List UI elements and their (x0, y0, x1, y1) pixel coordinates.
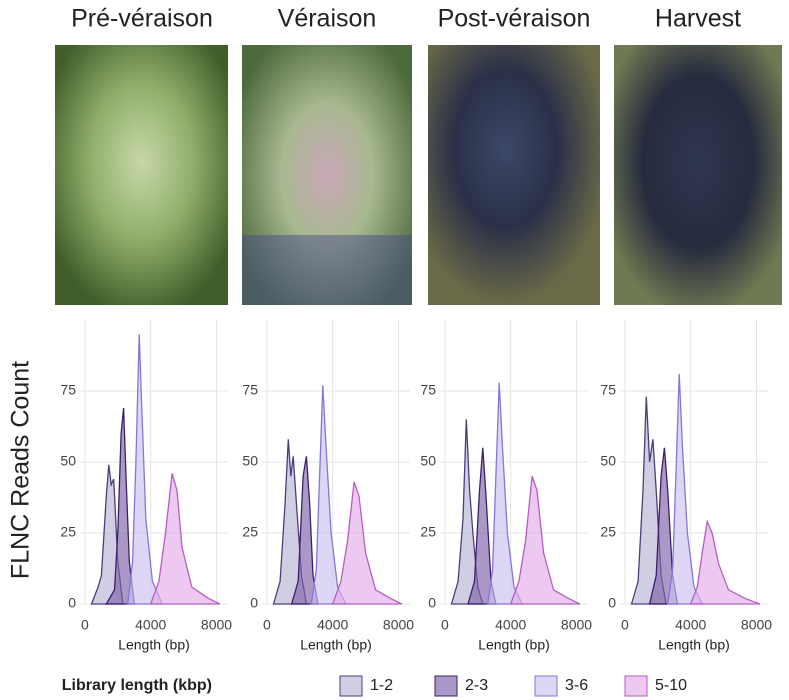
density-area (689, 519, 761, 605)
x-tick-label: 4000 (495, 617, 526, 633)
panel-title: Pré-véraison (71, 5, 213, 33)
y-tick-label: 0 (428, 595, 436, 611)
y-tick-label: 50 (60, 453, 76, 469)
photo (614, 45, 782, 305)
x-tick-label: 4000 (135, 617, 166, 633)
x-tick-label: 0 (441, 617, 449, 633)
x-tick-label: 0 (81, 617, 89, 633)
y-tick-label: 50 (600, 453, 616, 469)
legend-label: 1-2 (370, 677, 393, 694)
y-tick-label: 25 (60, 524, 76, 540)
panel-title: Post-véraison (438, 5, 591, 33)
density-area (331, 481, 403, 605)
x-tick-label: 8000 (383, 617, 414, 633)
y-tick-label: 25 (420, 524, 436, 540)
y-tick-label: 0 (250, 595, 258, 611)
y-tick-label: 75 (420, 382, 436, 398)
photo (55, 45, 228, 305)
photo (428, 45, 600, 305)
y-tick-label: 75 (242, 382, 258, 398)
panel-title: Véraison (278, 5, 377, 33)
legend-swatch (534, 675, 558, 697)
legend-title: Library length (kbp) (62, 677, 212, 694)
x-tick-label: 8000 (741, 617, 772, 633)
y-tick-label: 25 (242, 524, 258, 540)
y-axis-label: FLNC Reads Count (7, 361, 35, 579)
legend-label: 5-10 (655, 677, 687, 694)
photo-detail (242, 235, 412, 305)
y-tick-label: 75 (600, 382, 616, 398)
x-tick-label: 0 (263, 617, 271, 633)
legend-swatch (434, 675, 458, 697)
x-axis-label: Length (bp) (300, 637, 372, 653)
y-tick-label: 0 (68, 595, 76, 611)
x-tick-label: 8000 (561, 617, 592, 633)
density-area (149, 473, 221, 605)
legend-label: 3-6 (565, 677, 588, 694)
y-tick-label: 75 (60, 382, 76, 398)
x-axis-label: Length (bp) (658, 637, 730, 653)
density-area (509, 475, 581, 605)
x-axis-label: Length (bp) (118, 637, 190, 653)
y-tick-label: 25 (600, 524, 616, 540)
legend-label: 2-3 (465, 677, 488, 694)
y-tick-label: 0 (608, 595, 616, 611)
x-tick-label: 4000 (675, 617, 706, 633)
legend-swatch (339, 675, 363, 697)
x-axis-label: Length (bp) (478, 637, 550, 653)
x-tick-label: 8000 (201, 617, 232, 633)
x-tick-label: 4000 (317, 617, 348, 633)
x-tick-label: 0 (621, 617, 629, 633)
panel-title: Harvest (655, 5, 741, 33)
legend-swatch (624, 675, 648, 697)
y-tick-label: 50 (242, 453, 258, 469)
y-tick-label: 50 (420, 453, 436, 469)
